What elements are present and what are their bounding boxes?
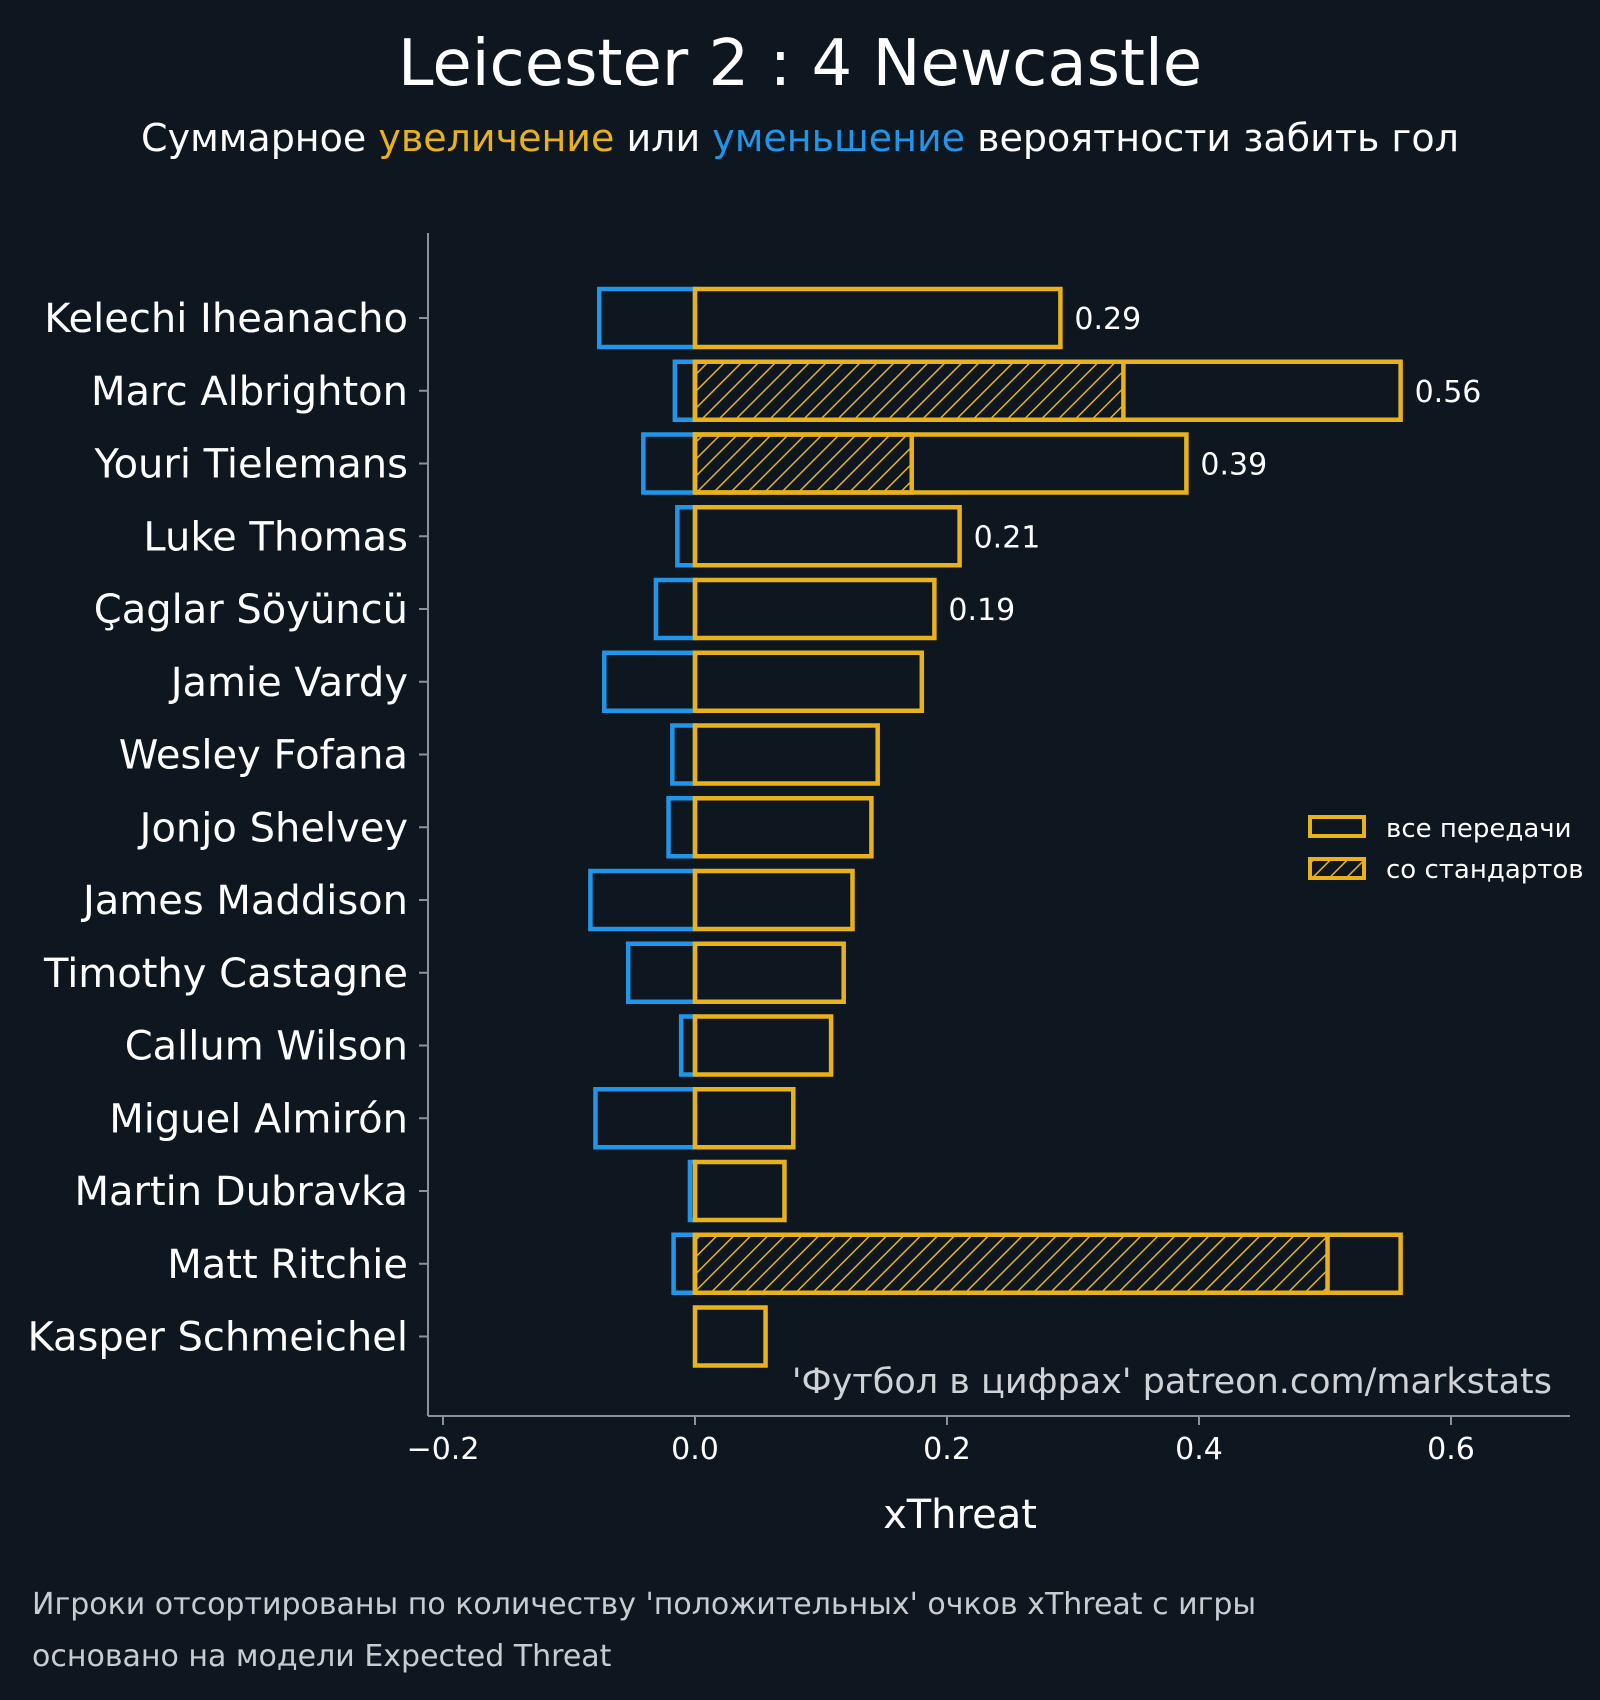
value-label: 0.39: [1200, 448, 1267, 483]
negative-bar: [675, 505, 698, 568]
positive-bar: [692, 1305, 768, 1368]
player-label: Luke Thomas: [143, 514, 408, 560]
x-tick-label: 0.4: [1175, 1432, 1223, 1467]
value-label: 0.56: [1415, 375, 1482, 410]
negative-bar: [593, 1087, 698, 1150]
player-label: Çaglar Söyüncü: [94, 587, 408, 633]
negative-bar: [672, 359, 698, 422]
subtitle-decrease-word: уменьшение: [712, 116, 965, 160]
negative-bar: [666, 796, 698, 859]
set-piece-bar: [692, 359, 1126, 422]
legend-swatch-all-passes: [1308, 815, 1366, 838]
legend-label-set-pieces: со стандартов: [1386, 855, 1584, 885]
chart-title: Leicester 2 : 4 Newcastle: [398, 27, 1202, 101]
subtitle-increase-word: увеличение: [378, 116, 614, 160]
x-tick-label: 0.6: [1427, 1432, 1475, 1467]
negative-bar: [671, 1232, 698, 1295]
positive-bar: [692, 1087, 796, 1150]
positive-bar: [692, 868, 855, 932]
player-label: Marc Albrighton: [91, 369, 408, 415]
player-label: James Maddison: [80, 878, 408, 924]
positive-bar: [692, 286, 1063, 350]
player-label: Jamie Vardy: [168, 660, 408, 706]
positive-bar: [692, 650, 925, 713]
player-label: Kasper Schmeichel: [27, 1315, 408, 1361]
player-label: Wesley Fofana: [119, 733, 408, 779]
value-label: 0.21: [974, 520, 1041, 555]
positive-bar: [692, 1014, 834, 1077]
player-label: Miguel Almirón: [109, 1096, 408, 1142]
negative-bar: [670, 723, 698, 786]
player-label: Martin Dubravka: [75, 1169, 408, 1215]
positive-bar: [692, 577, 937, 641]
positive-bar: [692, 941, 846, 1004]
subtitle-prefix: Суммарное: [141, 116, 378, 160]
negative-bar: [653, 577, 698, 641]
subtitle-middle: или: [614, 116, 712, 160]
value-label: 0.19: [948, 593, 1015, 628]
set-piece-bar: [692, 432, 914, 495]
x-tick-label: 0.0: [671, 1432, 719, 1467]
negative-bar: [602, 650, 698, 713]
legend-label-all-passes: все передачи: [1386, 814, 1572, 844]
value-label: 0.29: [1074, 302, 1141, 337]
x-ticks: −0.2 0.0 0.2 0.4 0.6: [407, 1416, 1475, 1467]
positive-bar: [692, 796, 874, 859]
player-label: Youri Tielemans: [93, 442, 408, 488]
negative-bar: [588, 868, 698, 932]
bars: [588, 286, 1403, 1368]
player-label: Callum Wilson: [125, 1024, 408, 1070]
subtitle-suffix: вероятности забить гол: [965, 116, 1459, 160]
negative-bar: [596, 286, 698, 350]
watermark: 'Футбол в цифрах' patreon.com/markstats: [792, 1362, 1552, 1402]
positive-bar: [692, 723, 880, 786]
footnote-model: основано на модели Expected Threat: [32, 1639, 612, 1674]
negative-bar: [641, 432, 698, 495]
value-labels: 0.29 0.56 0.39 0.21 0.19: [948, 302, 1481, 628]
y-tick-labels: Kelechi Iheanacho Marc Albrighton Youri Ti…: [27, 296, 428, 1361]
negative-bar: [625, 941, 698, 1004]
x-tick-label: −0.2: [407, 1432, 480, 1467]
chart-subtitle: Суммарное увеличение или уменьшение веро…: [141, 116, 1459, 160]
footnote-sorting: Игроки отсортированы по количеству 'поло…: [32, 1587, 1256, 1622]
positive-bar: [692, 359, 1403, 422]
player-label: Jonjo Shelvey: [137, 805, 408, 851]
axes: [427, 233, 1570, 1417]
legend: все передачи со стандартов: [1308, 814, 1584, 885]
positive-bar: [692, 1159, 787, 1223]
legend-swatch-set-pieces: [1308, 857, 1366, 880]
positive-bar: [692, 432, 1189, 495]
player-label: Matt Ritchie: [167, 1242, 408, 1288]
positive-bar: [692, 1232, 1403, 1295]
player-label: Timothy Castagne: [43, 951, 408, 997]
player-label: Kelechi Iheanacho: [44, 296, 408, 342]
positive-bar: [692, 505, 962, 568]
x-tick-label: 0.2: [923, 1432, 971, 1467]
set-piece-bar: [692, 1232, 1330, 1295]
x-axis-label: xThreat: [883, 1492, 1037, 1538]
